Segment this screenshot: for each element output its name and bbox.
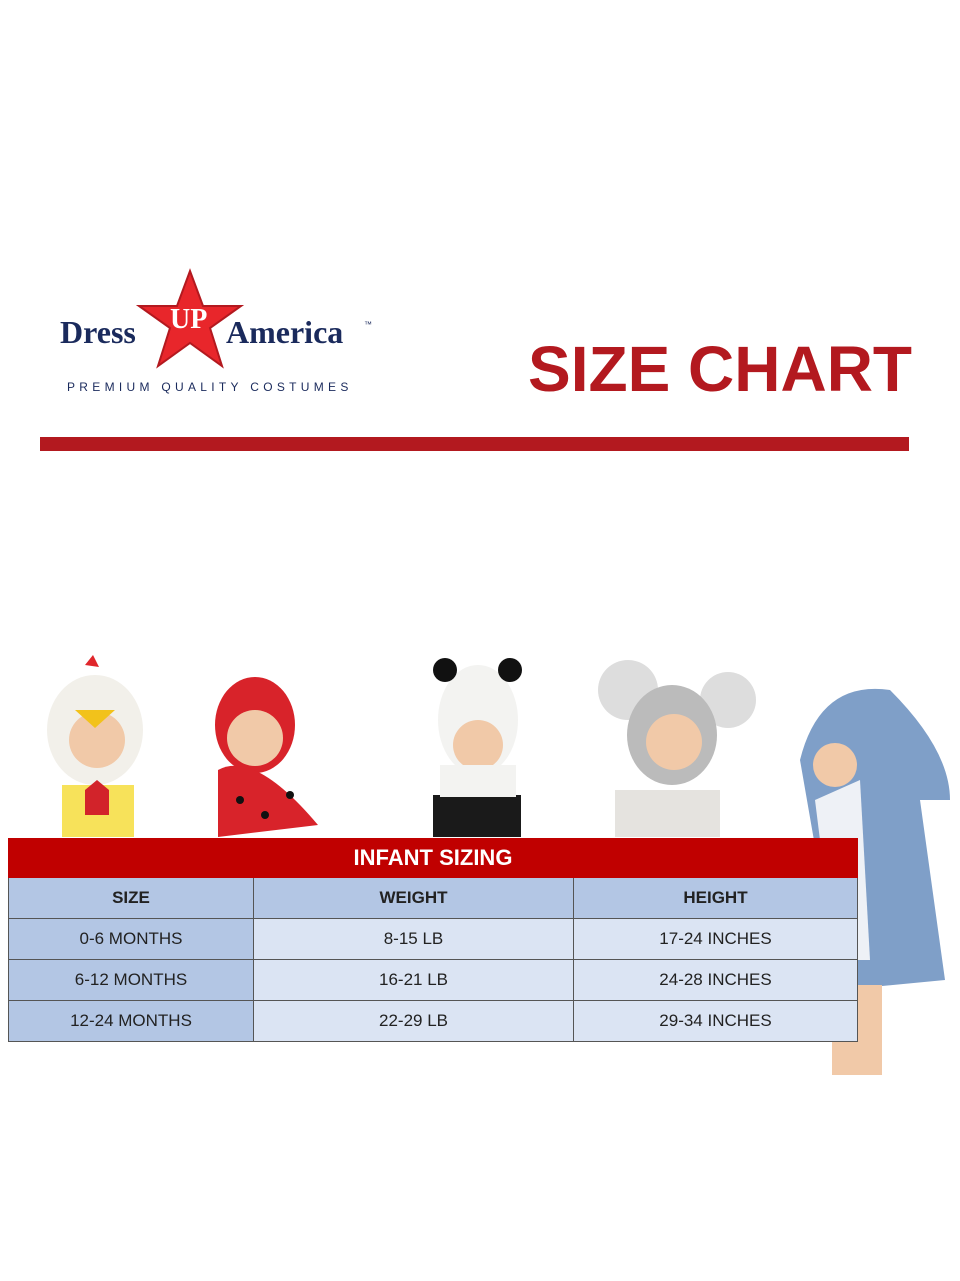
height-cell: 17-24 INCHES	[573, 918, 858, 960]
dress-up-america-logo: Dress UP America ™ PREMIUM QUALITY COSTU…	[60, 268, 390, 403]
ladybug-costume-baby	[215, 677, 318, 837]
table-row: 12-24 MONTHS 22-29 LB 29-34 INCHES	[8, 1000, 858, 1042]
table-header-row: SIZE WEIGHT HEIGHT	[8, 877, 858, 919]
weight-cell: 16-21 LB	[253, 959, 574, 1001]
page-title: SIZE CHART	[528, 333, 912, 405]
divider	[40, 437, 909, 451]
header-height: HEIGHT	[573, 877, 858, 919]
table-row: 0-6 MONTHS 8-15 LB 17-24 INCHES	[8, 918, 858, 960]
weight-cell: 8-15 LB	[253, 918, 574, 960]
table-row: 6-12 MONTHS 16-21 LB 24-28 INCHES	[8, 959, 858, 1001]
infant-sizing-table: INFANT SIZING SIZE WEIGHT HEIGHT 0-6 MON…	[8, 838, 858, 1042]
height-cell: 29-34 INCHES	[573, 1000, 858, 1042]
size-cell: 6-12 MONTHS	[8, 959, 254, 1001]
size-cell: 12-24 MONTHS	[8, 1000, 254, 1042]
mouse-costume-baby	[598, 660, 756, 837]
header-size: SIZE	[8, 877, 254, 919]
header-weight: WEIGHT	[253, 877, 574, 919]
size-cell: 0-6 MONTHS	[8, 918, 254, 960]
panda-costume-baby	[433, 658, 522, 837]
table-banner: INFANT SIZING	[8, 838, 858, 878]
weight-cell: 22-29 LB	[253, 1000, 574, 1042]
chicken-costume-baby	[47, 655, 143, 837]
star-icon	[135, 268, 245, 369]
height-cell: 24-28 INCHES	[573, 959, 858, 1001]
